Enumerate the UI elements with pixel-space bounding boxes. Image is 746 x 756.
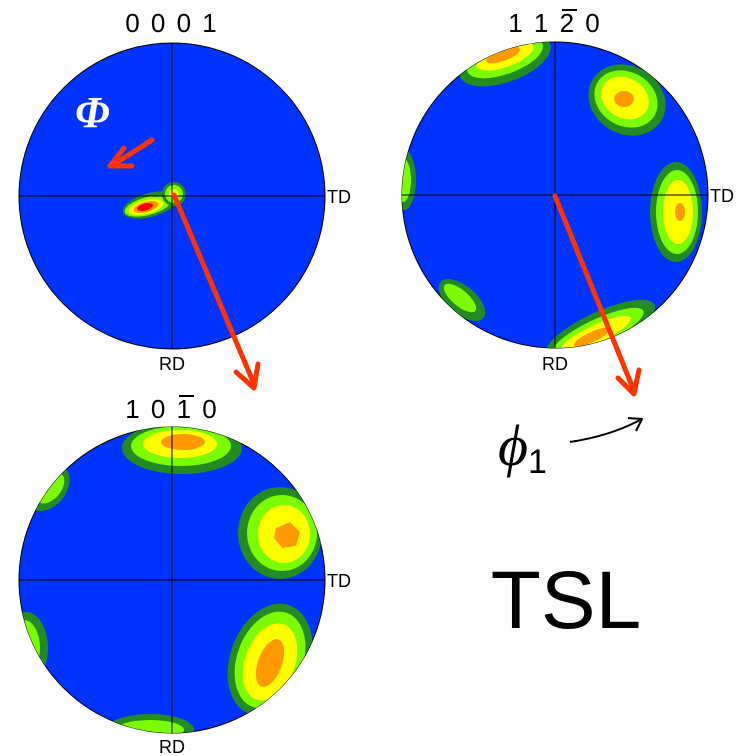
pole-title-10-10: 1 0 1 0: [125, 394, 219, 424]
rd-label: RD: [159, 354, 185, 374]
phi1-label: ϕ1: [498, 413, 547, 481]
phi-arrow: [107, 137, 155, 169]
rd-label: RD: [159, 737, 185, 756]
software-label: TSL: [491, 555, 641, 646]
pole-title-0001: 0 0 0 1: [125, 8, 219, 38]
td-label: TD: [710, 186, 734, 206]
rd-label: RD: [542, 354, 568, 374]
pole-figure-10-10: 1 0 1 0: [18, 394, 351, 756]
td-label: TD: [327, 187, 351, 207]
direction-arrow-11-20: [552, 193, 642, 397]
pole-figure-11-20: 1 1 2 0: [401, 8, 734, 374]
phi1-subscript: 1: [528, 443, 547, 481]
pole-figure-0001: 0 0 0 1 TD RD: [18, 8, 351, 374]
rotation-arrow: [569, 417, 643, 443]
pole-title-11-20: 1 1 2 0: [508, 8, 602, 38]
phi1-base: ϕ: [498, 413, 528, 478]
direction-arrow-0001: [171, 192, 261, 391]
phi-capital-label: Φ: [75, 88, 110, 137]
td-label: TD: [327, 571, 351, 591]
intensity-contours: [122, 182, 186, 219]
